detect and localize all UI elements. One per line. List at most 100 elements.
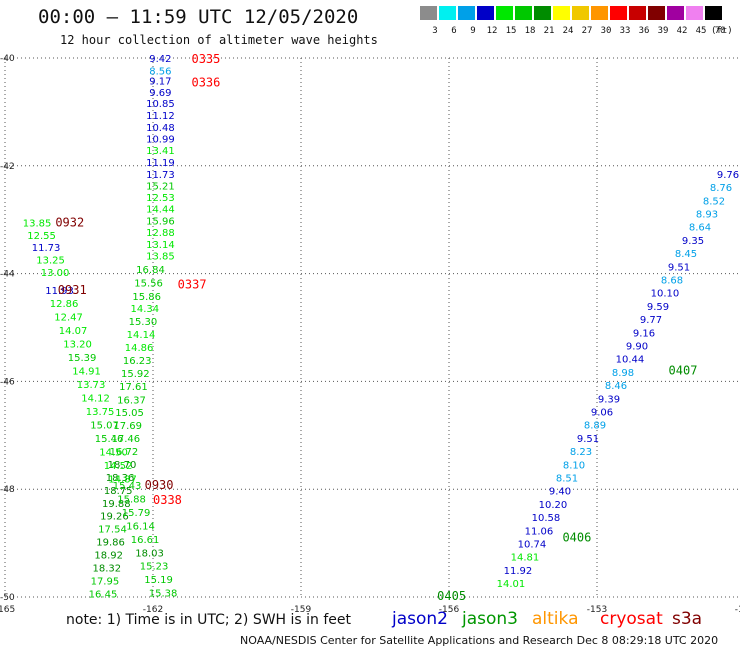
colorbar-label: 70: [714, 26, 726, 36]
wave-height-label: 11.92: [504, 566, 533, 577]
wave-height-label: 16.23: [123, 356, 152, 367]
wave-height-label: 12.53: [146, 193, 175, 204]
wave-height-label: 19.88: [102, 499, 131, 510]
wave-height-label: 10.58: [532, 513, 561, 524]
colorbar-swatch: [667, 6, 684, 20]
time-label: 0336: [191, 75, 220, 89]
wave-height-label: 15.46: [95, 434, 124, 445]
wave-height-label: 10.44: [616, 355, 645, 366]
wave-height-label: 9.16: [633, 328, 655, 339]
time-label: 0932: [55, 215, 84, 229]
wave-height-label: 13.85: [23, 218, 52, 229]
x-tick-label: -156: [439, 605, 460, 615]
wave-height-label: 9.06: [591, 407, 613, 418]
wave-height-label: 15.79: [122, 508, 151, 519]
time-label: 0930: [145, 478, 174, 492]
y-tick-label: -48: [0, 485, 15, 495]
wave-height-label: 18.92: [94, 550, 123, 561]
wave-height-label: 14.34: [130, 304, 159, 315]
wave-height-label: 13.14: [146, 240, 175, 251]
y-tick-label: -44: [0, 270, 15, 280]
wave-height-label: 15.19: [144, 575, 173, 586]
colorbar-label: 12: [486, 26, 498, 36]
chart-subtitle: 12 hour collection of altimeter wave hei…: [60, 33, 378, 47]
wave-height-label: 8.56: [149, 66, 171, 77]
colorbar-label: 6: [451, 26, 457, 36]
colorbar-swatch: [439, 6, 456, 20]
wave-height-label: 13.41: [146, 146, 175, 157]
colorbar-label: 3: [432, 26, 438, 36]
colorbar-label: 21: [543, 26, 555, 36]
colorbar-swatch: [477, 6, 494, 20]
colorbar-swatch: [496, 6, 513, 20]
wave-height-label: 13.20: [63, 340, 92, 351]
wave-height-label: 19.26: [100, 512, 129, 523]
wave-height-label: 15.88: [117, 494, 146, 505]
wave-height-label: 8.64: [689, 223, 711, 234]
satellite-legend-item: altika: [532, 609, 579, 629]
y-tick-label: -40: [0, 54, 15, 64]
wave-height-label: 8.45: [675, 249, 697, 260]
time-label: 0335: [191, 52, 220, 66]
wave-height-label: 11.93: [45, 286, 74, 297]
time-label: 0406: [562, 531, 591, 545]
y-tick-label: -46: [0, 377, 15, 387]
wave-height-label: 17.46: [111, 434, 140, 445]
colorbar-label: 18: [524, 26, 536, 36]
colorbar-swatch: [420, 6, 437, 20]
y-tick-label: -50: [0, 593, 15, 603]
wave-height-label: 15.05: [115, 408, 144, 419]
colorbar-label: 24: [562, 26, 574, 36]
wave-height-label: 16.45: [89, 589, 118, 600]
satellite-legend-item: s3a: [672, 609, 703, 629]
colorbar-swatch: [648, 6, 665, 20]
colorbar-label: 9: [470, 26, 476, 36]
wave-height-label: 8.51: [556, 473, 578, 484]
wave-height-label: 9.51: [668, 262, 690, 273]
wave-height-label: 15.96: [146, 216, 175, 227]
time-label: 0338: [153, 493, 182, 507]
colorbar-swatch: [686, 6, 703, 20]
colorbar-swatch: [591, 6, 608, 20]
time-label: 0405: [437, 589, 466, 603]
wave-height-label: 13.25: [36, 256, 65, 267]
colorbar-label: 27: [581, 26, 593, 36]
wave-height-label: 10.48: [146, 123, 175, 134]
wave-height-label: 8.10: [563, 460, 585, 471]
time-label: 0407: [669, 364, 698, 378]
wave-height-label: 12.88: [146, 228, 175, 239]
colorbar-label: 30: [600, 26, 612, 36]
colorbar-swatch: [534, 6, 551, 20]
colorbar-unit: (ft): [711, 26, 733, 36]
wave-height-label: 18.03: [135, 548, 164, 559]
wave-height-label: 11.12: [146, 111, 175, 122]
wave-height-label: 9.35: [682, 236, 704, 247]
wave-height-label: 12.47: [54, 313, 83, 324]
wave-height-label: 17.61: [119, 382, 148, 393]
wave-height-label: 16.72: [110, 447, 139, 458]
time-label: 0931: [58, 283, 87, 297]
wave-height-label: 17.95: [91, 576, 120, 587]
wave-height-label: 15.86: [132, 292, 161, 303]
wave-height-label: 8.68: [661, 275, 683, 286]
x-tick-label: -150: [735, 605, 740, 615]
wave-height-label: 8.98: [612, 368, 634, 379]
wave-height-label: 18.75: [104, 486, 133, 497]
footer-note: note: 1) Time is in UTC; 2) SWH is in fe…: [66, 612, 352, 628]
wave-height-label: 15.39: [68, 353, 97, 364]
wave-height-label: 10.85: [146, 99, 175, 110]
wave-height-label: 15.38: [149, 589, 178, 600]
colorbar-swatch: [458, 6, 475, 20]
wave-height-label: 13.73: [77, 380, 106, 391]
wave-height-label: 9.39: [598, 394, 620, 405]
satellite-legend-item: cryosat: [600, 609, 663, 629]
satellite-legend-item: jason2: [392, 609, 448, 629]
wave-height-label: 16.14: [126, 521, 155, 532]
x-tick-label: -159: [291, 605, 312, 615]
wave-height-label: 13.85: [146, 251, 175, 262]
x-tick-label: -162: [143, 605, 163, 615]
wave-height-label: 14.14: [127, 330, 156, 341]
x-tick-label: -165: [0, 605, 15, 615]
wave-height-label: 18.32: [92, 563, 121, 574]
